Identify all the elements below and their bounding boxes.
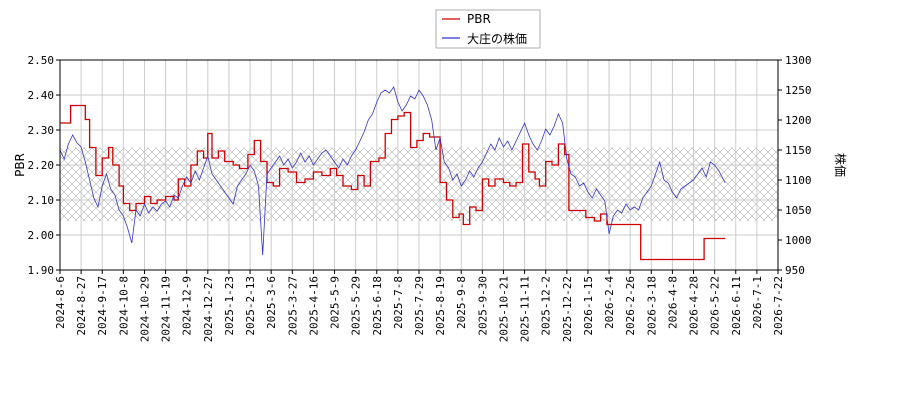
left-tick-label: 2.40	[28, 89, 55, 102]
x-tick-label: 2026-2-4	[603, 276, 616, 329]
left-tick-label: 1.90	[28, 264, 55, 277]
x-tick-label: 2025-1-23	[223, 276, 236, 336]
x-tick-label: 2025-5-29	[350, 276, 363, 336]
x-tick-label: 2025-5-9	[329, 276, 342, 329]
x-tick-label: 2024-10-29	[138, 276, 151, 342]
left-tick-label: 2.00	[28, 229, 55, 242]
x-tick-label: 2024-12-9	[181, 276, 194, 336]
x-tick-label: 2026-7-22	[772, 276, 785, 336]
x-tick-label: 2025-12-2	[540, 276, 553, 336]
x-tick-label: 2025-3-6	[265, 276, 278, 329]
x-tick-label: 2025-8-19	[434, 276, 447, 336]
x-tick-label: 2026-2-26	[624, 276, 637, 336]
right-axis-ticks: 950 1000 1050 1100 1150 1200 1250 1300	[778, 54, 812, 277]
x-tick-label: 2026-6-11	[730, 276, 743, 336]
left-tick-label: 2.30	[28, 124, 55, 137]
right-tick-label: 1150	[785, 144, 812, 157]
x-tick-label: 2024-8-27	[75, 276, 88, 336]
x-tick-label: 2025-3-27	[286, 276, 299, 336]
pbr-line	[60, 104, 726, 261]
x-tick-label: 2025-7-29	[413, 276, 426, 336]
x-tick-label: 2026-4-8	[666, 276, 679, 329]
right-axis-title: 株価	[833, 153, 848, 177]
left-tick-label: 2.20	[28, 159, 55, 172]
x-tick-label: 2026-3-18	[645, 276, 658, 336]
legend-stock-price-label: 大庄の株価	[467, 31, 527, 46]
x-tick-label: 2026-4-28	[688, 276, 701, 336]
right-tick-label: 950	[785, 264, 805, 277]
right-tick-label: 1050	[785, 204, 812, 217]
x-tick-label: 2024-8-6	[54, 276, 67, 329]
x-tick-label: 2025-2-13	[244, 276, 257, 336]
x-tick-label: 2025-9-8	[455, 276, 468, 329]
x-tick-label: 2026-7-1	[751, 276, 764, 329]
right-tick-label: 1300	[785, 54, 812, 67]
left-axis-ticks: 1.90 2.00 2.10 2.20 2.30 2.40 2.50	[28, 54, 60, 277]
legend-box	[435, 9, 541, 49]
x-tick-label: 2024-9-17	[96, 276, 109, 336]
grid	[59, 59, 779, 271]
x-tick-label: 2025-7-8	[392, 276, 405, 329]
legend-pbr-label: PBR	[467, 12, 491, 26]
series-lines	[59, 86, 726, 261]
right-tick-label: 1250	[785, 84, 812, 97]
x-tick-label: 2025-12-22	[561, 276, 574, 342]
x-axis-ticks: 2024-8-6 2024-8-27 2024-9-17 2024-10-8 2024-…	[54, 270, 785, 342]
x-tick-label: 2026-1-15	[582, 276, 595, 336]
x-tick-label: 2024-12-27	[202, 276, 215, 342]
x-tick-label: 2025-6-18	[371, 276, 384, 336]
right-tick-label: 1000	[785, 234, 812, 247]
x-tick-label: 2025-9-30	[476, 276, 489, 336]
x-tick-label: 2026-5-22	[709, 276, 722, 336]
right-tick-label: 1100	[785, 174, 812, 187]
left-tick-label: 2.50	[28, 54, 55, 67]
x-tick-label: 2025-10-21	[497, 276, 510, 342]
left-axis-title: PBR	[13, 153, 27, 177]
x-tick-label: 2024-10-8	[117, 276, 130, 336]
x-tick-label: 2024-11-19	[160, 276, 173, 342]
stock-price-line	[59, 86, 726, 256]
x-tick-label: 2025-11-11	[519, 276, 532, 342]
left-tick-label: 2.10	[28, 194, 55, 207]
right-tick-label: 1200	[785, 114, 812, 127]
x-tick-label: 2025-4-16	[307, 276, 320, 336]
legend: PBR 大庄の株価	[435, 9, 541, 49]
